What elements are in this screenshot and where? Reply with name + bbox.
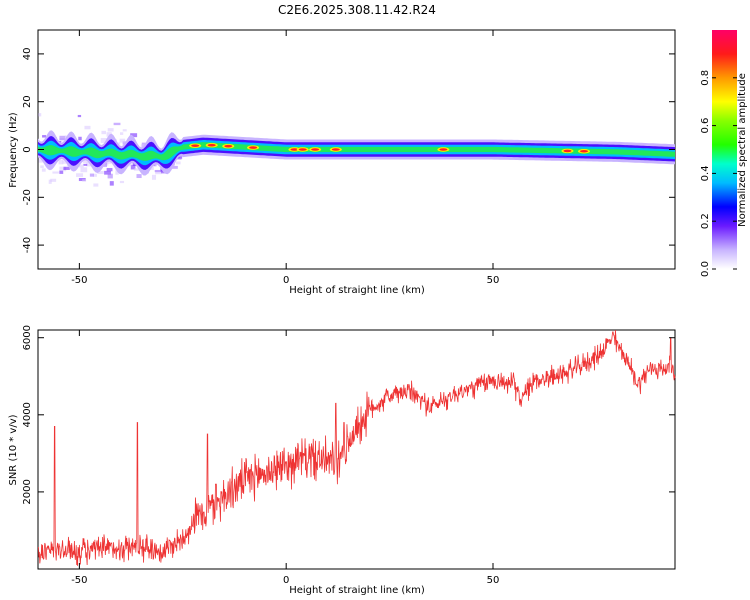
spectral-cell <box>105 161 112 164</box>
spectral-cell <box>107 128 114 132</box>
colorbar-label: Normalized spectral amplitude <box>737 73 748 227</box>
spectral-band <box>38 113 675 187</box>
spectral-cell <box>104 170 111 175</box>
spectral-cell <box>107 173 113 179</box>
band-peak <box>191 144 200 147</box>
snr-y-tick-label: 6000 <box>22 325 33 350</box>
spectral-cell <box>62 160 68 164</box>
spectrogram-x-axis-label: Height of straight line (km) <box>289 285 425 296</box>
snr-x-tick-label: 0 <box>283 575 289 586</box>
band-peak <box>290 148 299 151</box>
spectral-cell <box>77 114 82 118</box>
colorbar-ticks: 0.0 0.2 0.4 0.6 0.8 <box>700 70 737 277</box>
spectral-cell <box>63 166 70 170</box>
x-tick-label: -50 <box>71 275 87 286</box>
chart-title: C2E6.2025.308.11.42.R24 <box>278 3 436 17</box>
spectral-cell <box>76 173 84 177</box>
band-peak <box>331 148 340 151</box>
band-peak <box>580 149 588 153</box>
spectral-cell <box>82 179 87 182</box>
spectral-cell <box>52 171 59 174</box>
spectral-cell <box>151 174 157 180</box>
spectral-cell <box>106 168 113 172</box>
spectral-cell <box>106 132 112 137</box>
spectral-cell <box>93 183 99 187</box>
spectral-cell <box>59 166 66 170</box>
snr-series-line <box>37 329 676 566</box>
colorbar-tick-label: 0.4 <box>700 165 711 181</box>
colorbar-tick-label: 0.8 <box>700 70 711 86</box>
y-tick-label: 20 <box>22 95 33 108</box>
spectrogram-ticks: -50 0 50 -40 -20 0 20 40 <box>22 30 675 286</box>
spectral-cell <box>171 165 178 169</box>
spectral-cell <box>119 138 126 143</box>
snr-y-axis-label: SNR (10 * v/v) <box>8 414 19 485</box>
y-tick-label: -20 <box>22 189 33 205</box>
spectral-cell <box>83 163 88 166</box>
spectral-cell <box>140 144 144 148</box>
spectral-cell <box>101 130 106 135</box>
spectral-cell <box>154 169 162 173</box>
snr-x-tick-label: -50 <box>71 575 87 586</box>
spectral-cell <box>38 113 42 117</box>
colorbar: 0.0 0.2 0.4 0.6 0.8 Normalized spectral ampl… <box>700 30 748 277</box>
spectral-cell <box>136 174 142 179</box>
spectral-cell <box>133 168 141 171</box>
spectral-cell <box>113 122 121 126</box>
band-peak <box>298 148 307 151</box>
band-peak <box>224 144 233 148</box>
snr-ticks: -50 0 50 2000 4000 6000 <box>22 325 675 586</box>
spectral-cell <box>59 135 66 141</box>
spectral-cell <box>89 173 94 177</box>
spectral-cell <box>130 164 136 170</box>
spectral-cell <box>86 162 92 167</box>
y-tick-label: 0 <box>22 146 33 152</box>
spectral-cell <box>103 162 107 167</box>
colorbar-tick-label: 0.2 <box>700 213 711 229</box>
spectral-cell <box>82 159 90 164</box>
spectral-cell <box>80 167 88 173</box>
spectral-cell <box>42 135 47 138</box>
x-tick-label: 0 <box>283 275 289 286</box>
spectral-cell <box>50 178 57 182</box>
colorbar-gradient <box>712 30 737 269</box>
spectral-cell <box>48 179 52 184</box>
spectral-cell <box>38 158 43 163</box>
snr-y-tick-label: 2000 <box>22 479 33 504</box>
spectral-cell <box>97 171 104 174</box>
snr-panel: -50 0 50 2000 4000 6000 Height of straight li… <box>8 325 676 596</box>
spectral-cell <box>119 180 125 184</box>
spectral-cell <box>120 132 124 135</box>
snr-x-tick-label: 50 <box>487 575 500 586</box>
spectrogram-panel: -50 0 50 -40 -20 0 20 40 Height of straight lin… <box>8 29 676 296</box>
spectral-cell <box>175 161 181 165</box>
spectral-cell <box>41 168 46 172</box>
spectral-cell <box>115 170 119 175</box>
spectral-cell <box>100 137 107 143</box>
spectral-cell <box>79 164 84 168</box>
colorbar-tick-label: 0.0 <box>700 261 711 277</box>
spectral-cell <box>78 136 82 141</box>
spectral-cell <box>84 125 91 130</box>
spectral-cell <box>40 165 44 169</box>
spectral-cell <box>130 133 138 138</box>
spectral-cell <box>122 129 127 132</box>
spectrogram-y-axis-label: Frequency (Hz) <box>8 112 19 188</box>
band-peak <box>311 148 320 151</box>
band-peak <box>563 149 572 153</box>
spectral-cell <box>93 173 97 177</box>
band-peak <box>207 143 216 147</box>
band-peak <box>249 146 258 149</box>
spectral-cell <box>58 159 64 165</box>
snr-x-axis-label: Height of straight line (km) <box>289 585 425 596</box>
x-tick-label: 50 <box>487 275 500 286</box>
spectral-cell <box>59 170 64 174</box>
band-peak <box>439 148 448 151</box>
snr-y-tick-label: 4000 <box>22 402 33 427</box>
colorbar-tick-label: 0.6 <box>700 118 711 134</box>
y-tick-label: 40 <box>22 48 33 61</box>
spectral-cell <box>109 181 114 186</box>
y-tick-label: -40 <box>22 237 33 253</box>
